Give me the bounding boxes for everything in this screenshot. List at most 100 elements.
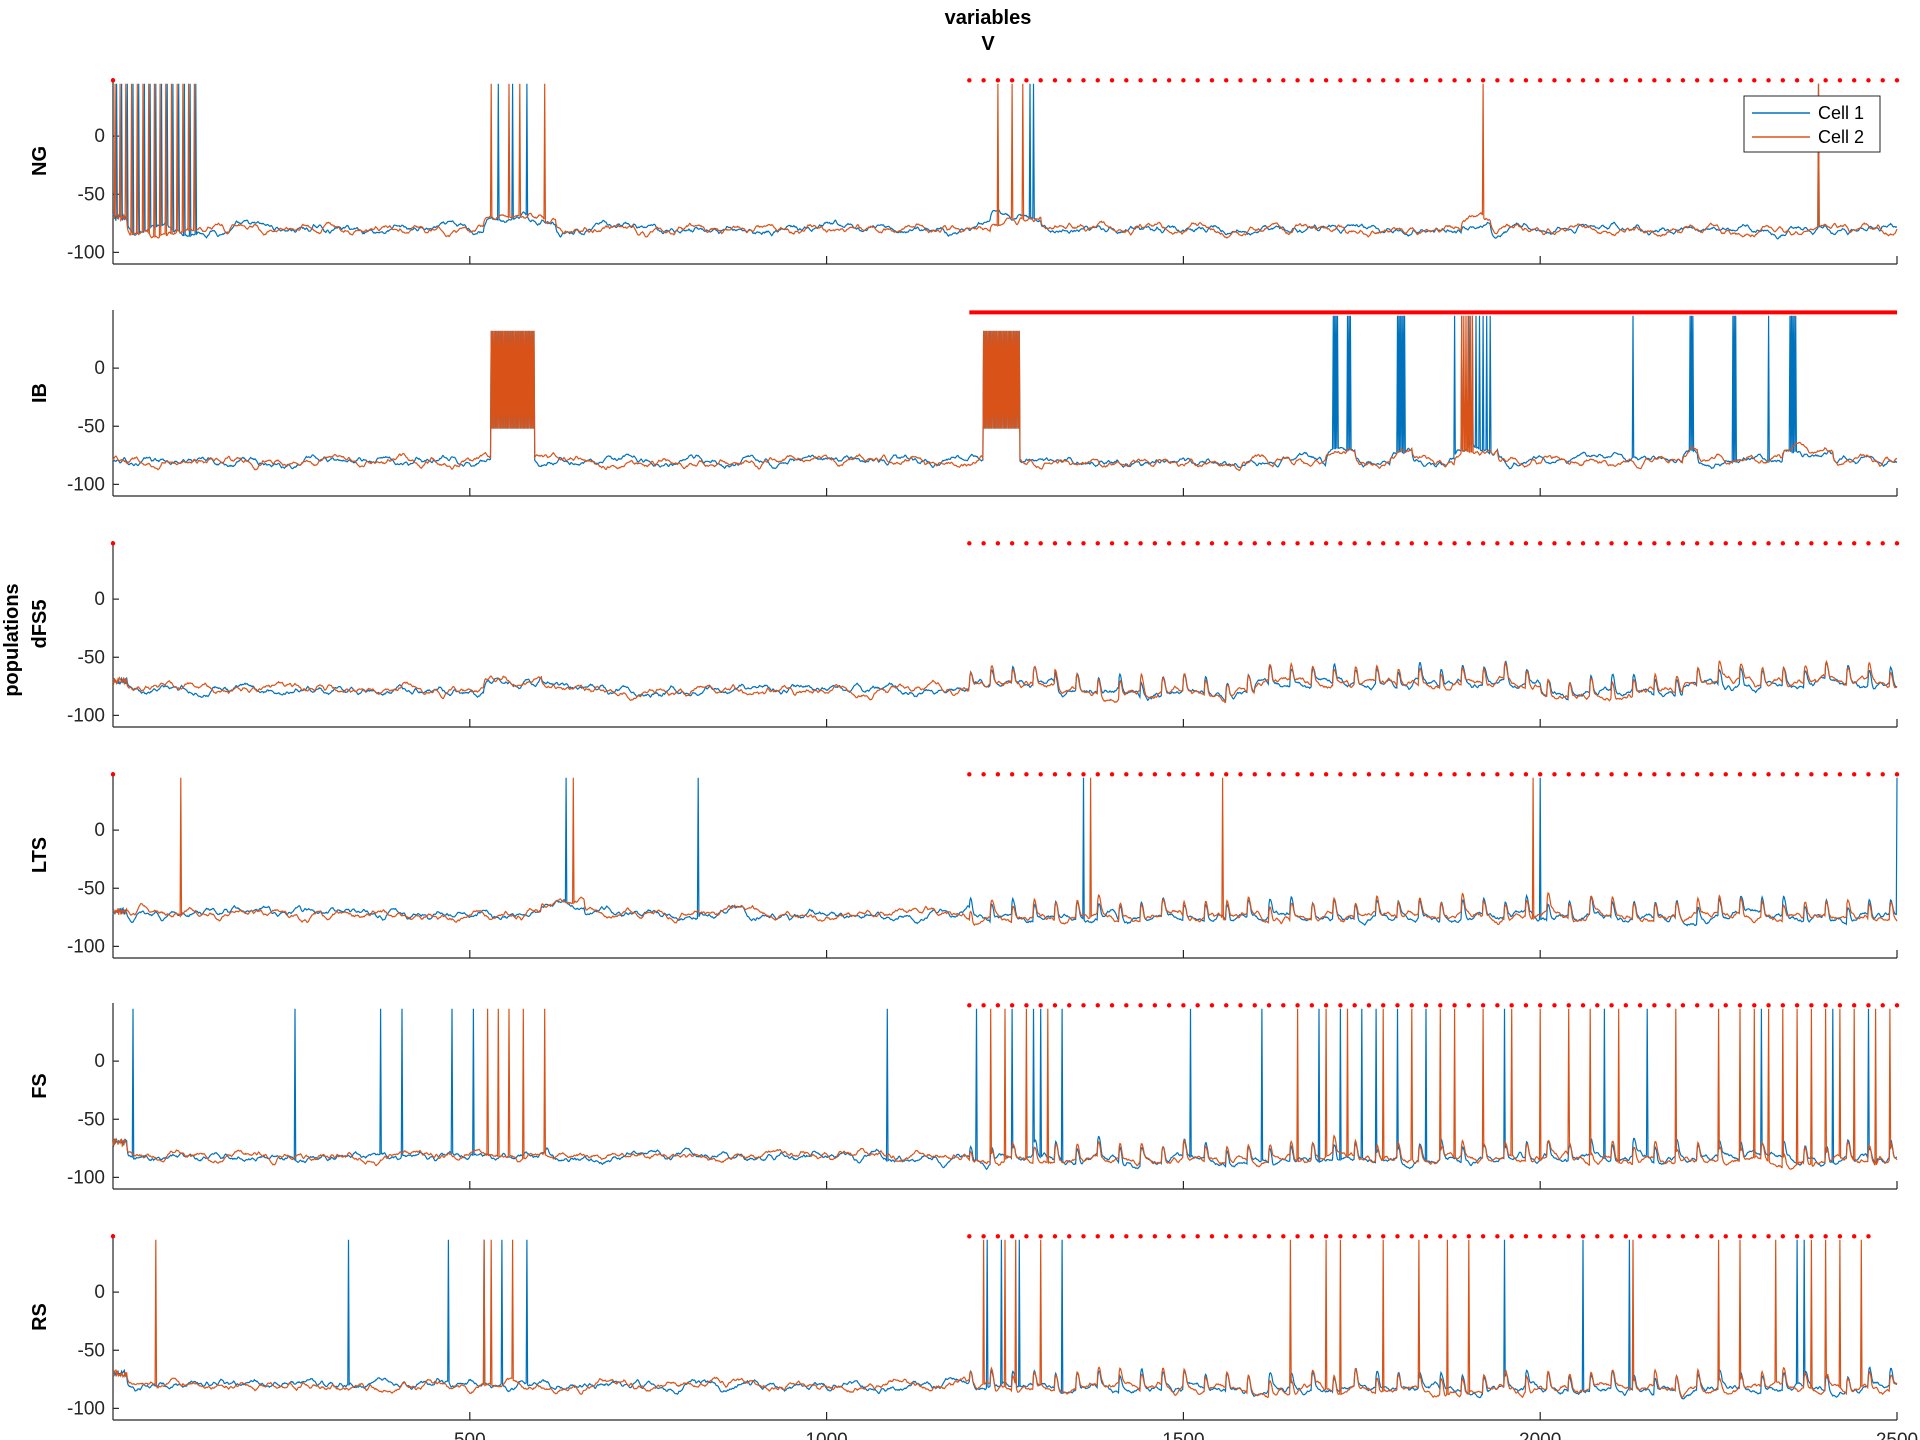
marker-dot [1410, 78, 1414, 82]
marker-dot [967, 541, 971, 545]
marker-dot [1695, 772, 1699, 776]
marker-dot [1295, 1234, 1299, 1238]
y-group-label: populations [1, 583, 23, 696]
marker-dot [981, 772, 985, 776]
marker-dot [1652, 78, 1656, 82]
marker-dot [1766, 78, 1770, 82]
marker-dot [1709, 1003, 1713, 1007]
marker-dot [1681, 772, 1685, 776]
marker-dot [1709, 1234, 1713, 1238]
marker-dot [1238, 78, 1242, 82]
marker-dot [1724, 1234, 1728, 1238]
marker-dot [1581, 1003, 1585, 1007]
marker-dot [1281, 1003, 1285, 1007]
marker-dot [1752, 78, 1756, 82]
marker-dot [1110, 1003, 1114, 1007]
marker-dot [1567, 772, 1571, 776]
marker-dot [1253, 1003, 1257, 1007]
marker-dot [967, 1003, 971, 1007]
marker-dot [1681, 1234, 1685, 1238]
marker-dot [1324, 78, 1328, 82]
marker-dot [1238, 1234, 1242, 1238]
marker-dot [1024, 541, 1028, 545]
marker-dot [1852, 772, 1856, 776]
marker-dot [1096, 541, 1100, 545]
marker-dot [981, 541, 985, 545]
marker-dot [1738, 541, 1742, 545]
panel-ng: 0 -50 -100 NG [29, 78, 1899, 264]
marker-dot [1481, 1234, 1485, 1238]
marker-dot [1624, 772, 1628, 776]
marker-dot [1424, 541, 1428, 545]
marker-dot [1110, 1234, 1114, 1238]
marker-dot [1338, 1003, 1342, 1007]
marker-dot [1424, 1003, 1428, 1007]
marker-dot [1195, 541, 1199, 545]
y-tick-label: -50 [78, 878, 105, 899]
marker-dot [1081, 78, 1085, 82]
marker-dot [111, 78, 115, 82]
marker-dot [1852, 541, 1856, 545]
marker-dot [1352, 78, 1356, 82]
marker-dot [1381, 78, 1385, 82]
marker-dot [1295, 1003, 1299, 1007]
marker-dot [1381, 772, 1385, 776]
y-tick-label: -100 [67, 1398, 105, 1419]
marker-dot [1795, 541, 1799, 545]
marker-dot [1452, 1003, 1456, 1007]
marker-dot [1838, 541, 1842, 545]
marker-dot [1195, 78, 1199, 82]
marker-dot [1866, 541, 1870, 545]
panel-label: IB [29, 383, 51, 403]
marker-dot [1866, 1234, 1870, 1238]
marker-dot [1595, 772, 1599, 776]
marker-dot [1138, 78, 1142, 82]
marker-dot [1538, 78, 1542, 82]
marker-dot [1324, 1234, 1328, 1238]
marker-dot [1153, 78, 1157, 82]
marker-dot [1167, 772, 1171, 776]
marker-dot [1595, 1003, 1599, 1007]
x-tick-label: 500 [454, 1430, 486, 1440]
marker-dot [967, 78, 971, 82]
marker-dot [1795, 1234, 1799, 1238]
marker-dot [1410, 772, 1414, 776]
marker-dot [996, 78, 1000, 82]
marker-dot [1809, 1003, 1813, 1007]
marker-dot [1224, 78, 1228, 82]
marker-dot [1081, 1003, 1085, 1007]
marker-dot [1224, 541, 1228, 545]
marker-dot [1509, 1234, 1513, 1238]
marker-dot [1509, 1003, 1513, 1007]
marker-dot [1581, 541, 1585, 545]
marker-dot [1709, 772, 1713, 776]
y-tick-label: -50 [78, 184, 105, 205]
marker-dot [1652, 1003, 1656, 1007]
marker-dot [1153, 541, 1157, 545]
marker-dot [1795, 772, 1799, 776]
marker-dot [1367, 1234, 1371, 1238]
marker-dot [1295, 772, 1299, 776]
marker-dot [1096, 772, 1100, 776]
y-tick-label: 0 [94, 820, 105, 841]
marker-dot [1752, 1234, 1756, 1238]
marker-dot [1452, 78, 1456, 82]
marker-dot [1053, 78, 1057, 82]
marker-dot [1724, 1003, 1728, 1007]
marker-dot [1352, 1234, 1356, 1238]
marker-dot [1581, 1234, 1585, 1238]
marker-dot [1395, 78, 1399, 82]
marker-dot [1695, 1003, 1699, 1007]
marker-dot [1666, 78, 1670, 82]
panel-label: NG [29, 146, 51, 176]
marker-dot [1210, 541, 1214, 545]
marker-dot [996, 541, 1000, 545]
marker-dot [1367, 772, 1371, 776]
marker-dot [1567, 541, 1571, 545]
marker-dot [1124, 78, 1128, 82]
marker-dot [1495, 1003, 1499, 1007]
marker-dot [1310, 541, 1314, 545]
marker-dot [1552, 541, 1556, 545]
marker-dot [996, 1234, 1000, 1238]
marker-dot [1495, 772, 1499, 776]
